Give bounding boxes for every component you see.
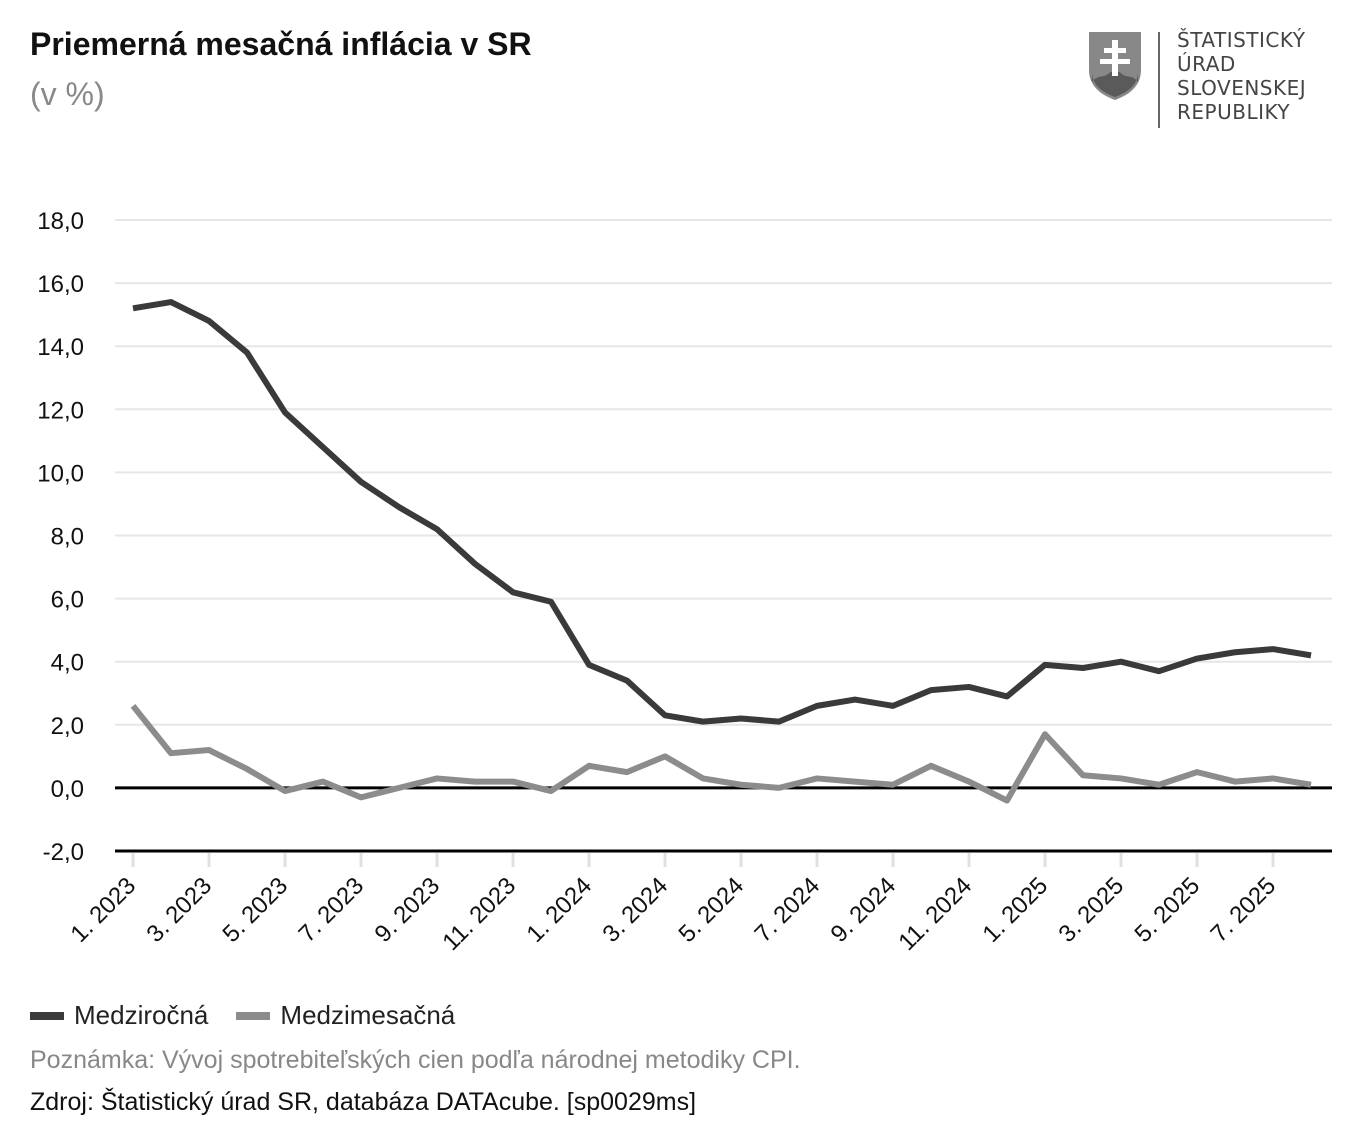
- legend-item-medzimesacna: Medzimesačná: [236, 1000, 455, 1031]
- x-tick-label: 3. 2025: [1054, 872, 1130, 948]
- y-tick-label: 8,0: [51, 524, 84, 551]
- legend-label: Medziročná: [74, 1000, 209, 1030]
- x-tick-label: 9. 2023: [370, 872, 446, 948]
- x-tick-label: 5. 2023: [218, 872, 294, 948]
- x-tick-label: 1. 2023: [66, 872, 142, 948]
- series-line-medzimesacna: [130, 703, 1312, 804]
- y-tick-label: 18,0: [37, 208, 84, 235]
- y-tick-label: 12,0: [37, 397, 84, 424]
- x-tick-label: 9. 2024: [826, 872, 902, 948]
- y-tick-label: 2,0: [51, 713, 84, 740]
- y-tick-label: 0,0: [51, 776, 84, 803]
- legend: Medziročná Medzimesačná: [30, 1000, 455, 1031]
- y-tick-label: 14,0: [37, 334, 84, 361]
- logo-line: SLOVENSKEJ: [1177, 76, 1307, 100]
- x-tick-label: 7. 2023: [294, 872, 370, 948]
- legend-item-medzirocna: Medziročná: [30, 1000, 208, 1031]
- y-tick-label: 4,0: [51, 650, 84, 677]
- chart-title: Priemerná mesačná inflácia v SR: [30, 26, 532, 62]
- legend-swatch: [236, 1011, 271, 1020]
- logo-line: ÚRAD: [1177, 52, 1236, 76]
- x-tick-label: 1. 2024: [522, 872, 598, 948]
- statistical-office-logo: [1089, 32, 1160, 128]
- x-tick-label: 3. 2024: [598, 872, 674, 948]
- x-tick-label: 1. 2025: [978, 872, 1054, 948]
- chart-subtitle: (v %): [30, 76, 105, 112]
- series-line-medzirocna: [132, 299, 1312, 725]
- x-tick-label: 11. 2024: [893, 872, 977, 956]
- x-tick-label: 3. 2023: [142, 872, 218, 948]
- logo-text: ŠTATISTICKÝ ÚRAD SLOVENSKEJ REPUBLIKY: [1177, 28, 1306, 124]
- logo-line: REPUBLIKY: [1177, 100, 1291, 124]
- y-tick-label: 6,0: [51, 587, 84, 614]
- source-note: Zdroj: Štatistický úrad SR, databáza DAT…: [30, 1088, 697, 1116]
- legend-swatch: [30, 1011, 64, 1020]
- y-tick-label: -2,0: [43, 839, 84, 866]
- x-tick-label: 7. 2025: [1206, 872, 1282, 948]
- legend-label: Medzimesačná: [280, 1000, 456, 1030]
- footnote: Poznámka: Vývoj spotrebiteľských cien po…: [30, 1046, 801, 1074]
- x-tick-label: 7. 2024: [750, 872, 826, 948]
- logo-line: ŠTATISTICKÝ: [1177, 28, 1306, 52]
- line-chart: -2,0 0,0 2,0 4,0 6,0 8,0 10,0 12,0 14,0 16,0 18,0 1…: [37, 208, 1332, 956]
- y-tick-label: 16,0: [37, 271, 84, 298]
- x-tick-label: 5. 2024: [674, 872, 750, 948]
- y-tick-label: 10,0: [37, 460, 84, 487]
- x-tick-label: 11. 2023: [437, 872, 521, 956]
- x-tick-label: 5. 2025: [1130, 872, 1206, 948]
